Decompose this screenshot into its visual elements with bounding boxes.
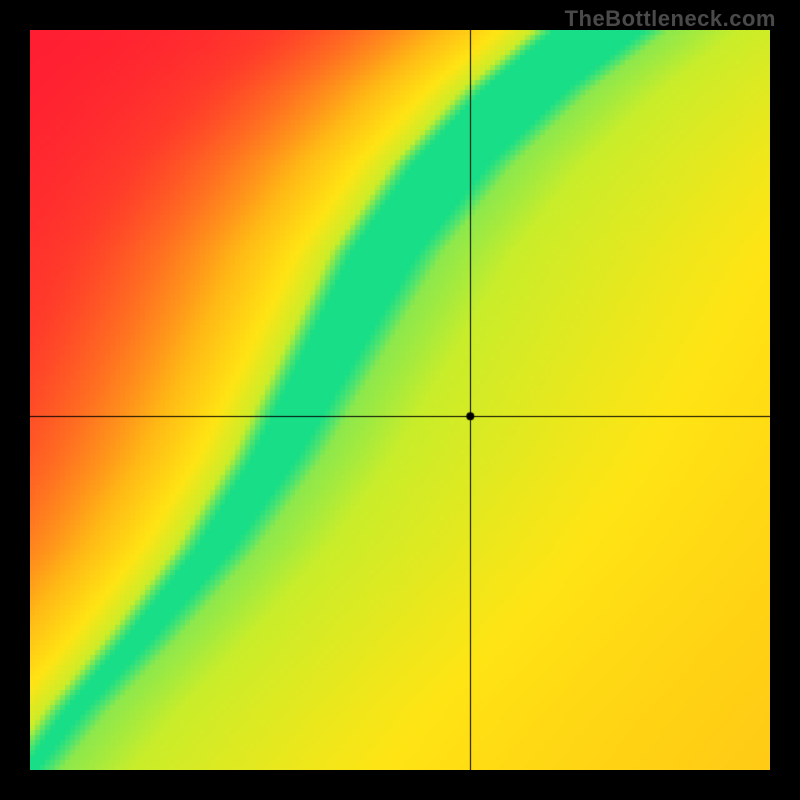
watermark-text: TheBottleneck.com <box>565 6 776 32</box>
bottleneck-heatmap <box>30 30 770 770</box>
chart-container: TheBottleneck.com <box>0 0 800 800</box>
